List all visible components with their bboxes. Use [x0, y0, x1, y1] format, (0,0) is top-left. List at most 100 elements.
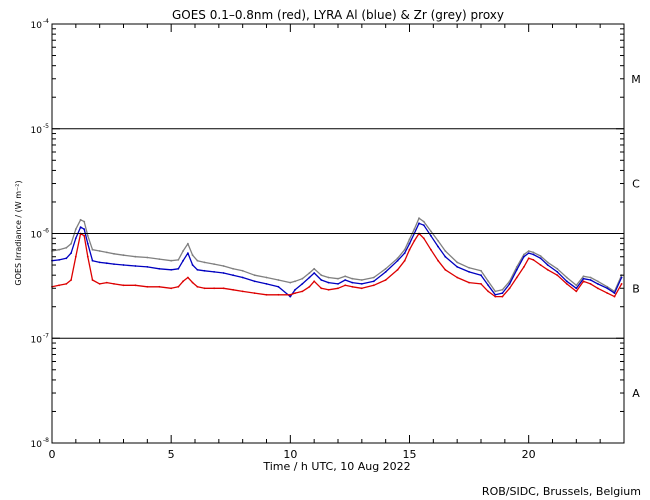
data-point	[158, 285, 161, 288]
data-point	[213, 271, 216, 273]
data-point	[408, 238, 411, 241]
data-point	[508, 287, 511, 290]
data-point	[65, 246, 68, 249]
data-point	[468, 271, 470, 273]
data-point	[556, 267, 559, 270]
data-point	[539, 257, 542, 260]
data-point	[546, 261, 549, 264]
data-point	[213, 263, 216, 265]
data-point	[177, 259, 180, 261]
data-point	[396, 259, 399, 262]
data-point	[384, 279, 387, 281]
data-point	[313, 272, 316, 274]
data-point	[360, 287, 363, 290]
data-point	[134, 265, 137, 267]
data-point	[70, 242, 72, 245]
data-point	[527, 257, 530, 260]
data-point	[351, 281, 354, 284]
data-point	[413, 240, 416, 242]
y-tick-exponent-2: -6	[43, 228, 49, 235]
data-point	[113, 252, 115, 255]
data-point	[74, 255, 77, 258]
data-point	[337, 287, 339, 290]
data-point	[468, 281, 470, 284]
data-point	[372, 280, 375, 283]
data-point	[105, 281, 108, 284]
data-point	[418, 217, 420, 220]
data-point	[187, 252, 189, 255]
data-point	[527, 252, 530, 255]
data-point	[351, 277, 354, 280]
data-point	[430, 230, 432, 233]
data-point	[91, 279, 94, 281]
data-point	[265, 283, 268, 285]
data-point	[241, 290, 244, 293]
data-point	[582, 277, 585, 280]
data-point	[58, 248, 60, 251]
x-axis-label: Time / h UTC, 10 Aug 2022	[262, 460, 410, 473]
data-point	[565, 280, 568, 283]
data-point	[241, 276, 244, 279]
y-tick-label-4: 10	[31, 440, 43, 450]
data-point	[203, 269, 206, 272]
data-point	[196, 285, 199, 288]
data-point	[523, 255, 525, 258]
data-point	[487, 280, 490, 283]
data-point	[222, 287, 225, 290]
data-point	[396, 257, 399, 260]
x-tick-label-0: 0	[49, 448, 56, 461]
data-point	[589, 279, 592, 281]
data-point	[253, 292, 256, 294]
data-point	[83, 228, 86, 231]
data-point	[122, 284, 125, 287]
data-point	[468, 266, 470, 269]
data-point	[613, 295, 616, 298]
x-tick-label-1: 5	[168, 448, 175, 461]
data-point	[403, 248, 406, 251]
data-point	[86, 234, 89, 237]
data-point	[79, 218, 82, 221]
data-point	[539, 264, 542, 266]
flare-class-m: M	[631, 73, 641, 86]
y-tick-label-3: 10	[31, 335, 43, 345]
data-point	[98, 261, 101, 264]
data-point	[289, 295, 292, 298]
x-tick-label-3: 15	[403, 448, 417, 461]
data-point	[480, 274, 482, 277]
data-point	[408, 248, 411, 251]
data-point	[327, 281, 330, 284]
data-point	[589, 276, 592, 279]
data-point	[344, 284, 347, 287]
data-point	[430, 234, 432, 237]
data-point	[170, 268, 173, 271]
data-point	[74, 237, 77, 240]
data-point	[575, 287, 578, 290]
y-tick-label-0: 10	[31, 21, 43, 31]
data-point	[456, 261, 459, 264]
data-point	[232, 267, 235, 270]
data-point	[327, 276, 330, 279]
data-point	[396, 268, 399, 271]
data-point	[501, 292, 504, 294]
data-point	[196, 268, 199, 271]
data-point	[308, 276, 311, 279]
data-point	[613, 292, 616, 294]
data-point	[70, 279, 72, 281]
data-point	[372, 284, 375, 287]
data-point	[430, 248, 432, 251]
data-point	[527, 250, 530, 252]
data-point	[146, 285, 149, 288]
data-point	[320, 274, 323, 277]
data-point	[620, 283, 623, 285]
data-point	[422, 237, 425, 240]
y-tick-exponent-1: -5	[43, 123, 49, 130]
data-point	[596, 280, 599, 283]
data-point	[277, 279, 280, 281]
series-goes-0-1-0-8nm	[51, 232, 623, 298]
data-point	[494, 290, 497, 293]
data-point	[79, 226, 82, 229]
x-tick-label-4: 20	[522, 448, 536, 461]
data-point	[265, 276, 268, 279]
flare-class-b: B	[632, 282, 640, 295]
credit-footer: ROB/SIDC, Brussels, Belgium	[482, 485, 641, 498]
